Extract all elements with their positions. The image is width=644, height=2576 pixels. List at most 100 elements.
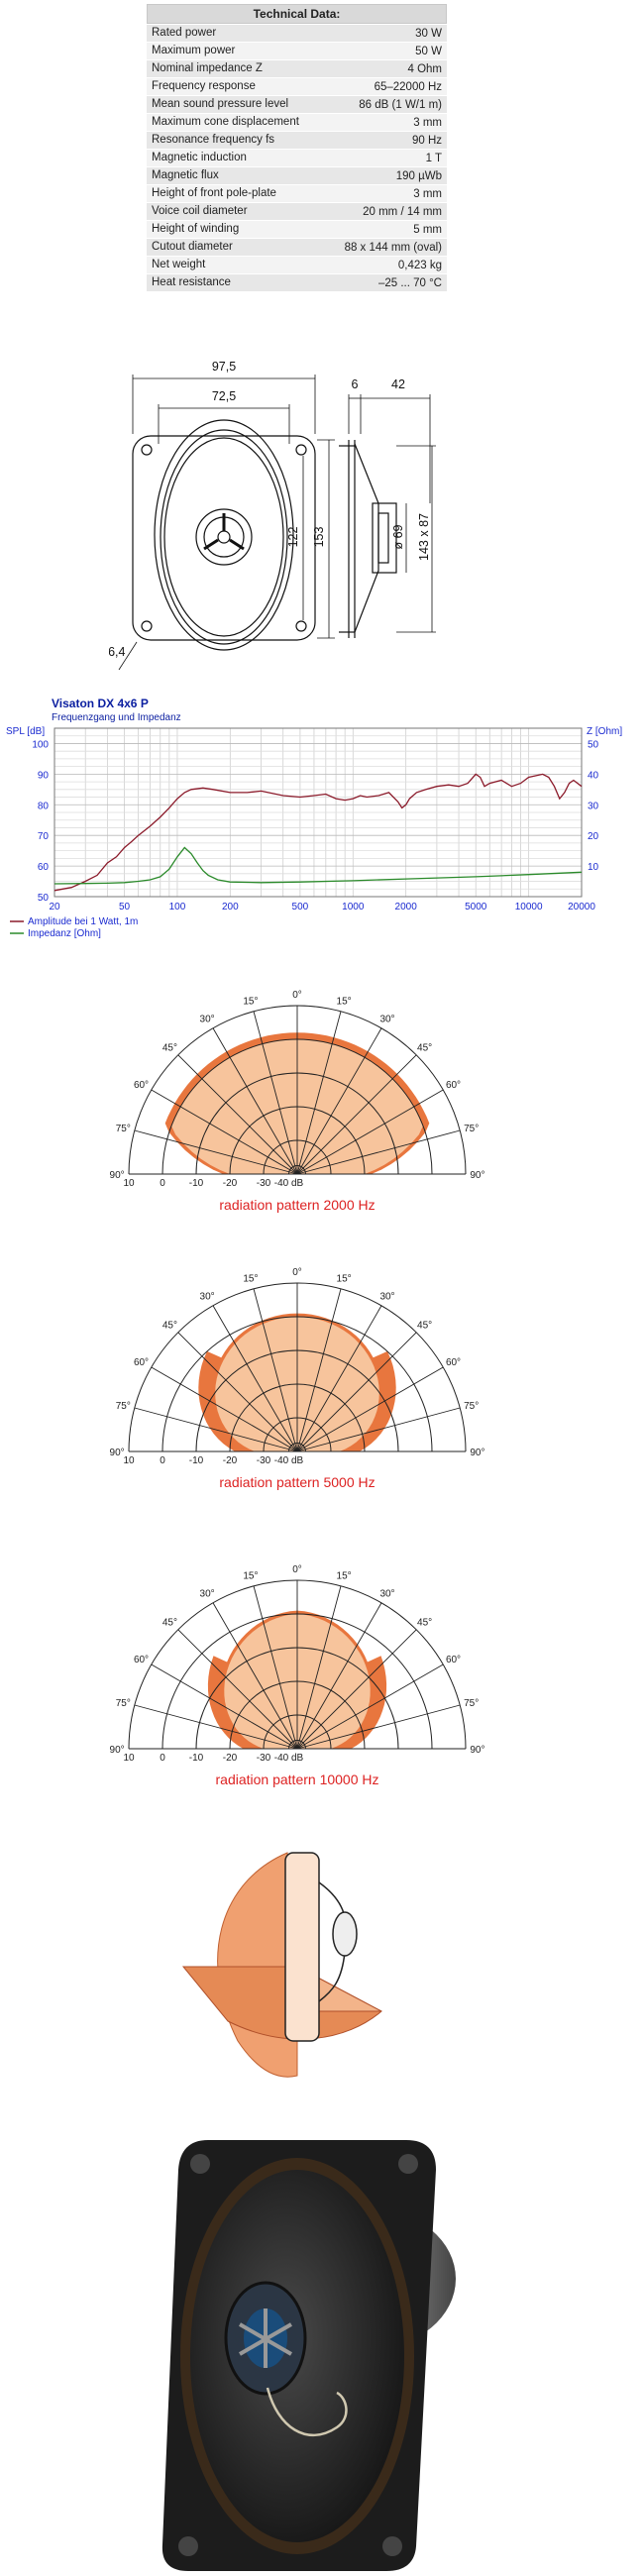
y2-tick-label: 30 <box>588 801 599 811</box>
row-value: 3 mm <box>325 113 447 132</box>
x-tick-label: 20000 <box>568 902 595 912</box>
db-label: -40 dB <box>274 1178 304 1189</box>
angle-label: 90° <box>110 1170 125 1181</box>
row-label: Heat resistance <box>147 273 326 291</box>
mount-hole <box>141 444 153 456</box>
angle-label: 30° <box>379 1589 394 1600</box>
tweeter-ring <box>195 508 253 566</box>
chart-series <box>54 773 583 892</box>
plot-frame <box>54 727 583 898</box>
db-label: -40 dB <box>274 1753 304 1764</box>
dim-hole: ø 6,4 <box>109 645 126 659</box>
polar-spoke <box>296 1305 382 1452</box>
mount-hole <box>382 2536 402 2556</box>
polar-spoke <box>253 1288 298 1452</box>
y2-tick-label: 40 <box>588 770 599 781</box>
polar-spoke <box>296 1629 417 1750</box>
x-tick-label: 5000 <box>465 902 487 912</box>
table-row: Height of winding 5 mm <box>147 220 447 239</box>
db-label: 0 <box>160 1455 165 1466</box>
y2-axis-label: Z [Ohm] <box>587 726 622 737</box>
angle-label: 45° <box>162 1042 177 1053</box>
chart-subtitle: Frequenzgang und Impedanz <box>52 712 181 723</box>
technical-drawing: 97,5 72,5 6 42 122 153 ø 69 143 x 87 ø 6… <box>109 360 436 671</box>
table-row: Voice coil diameter 20 mm / 14 mm <box>147 202 447 221</box>
polar-spoke <box>212 1027 298 1175</box>
db-label: -10 <box>189 1455 204 1466</box>
x-tick-label: 2000 <box>395 902 418 912</box>
polar-spoke <box>177 1332 298 1452</box>
angle-label: 0° <box>292 990 302 1001</box>
x-tick-label: 500 <box>292 902 309 912</box>
polar-spoke <box>134 1129 298 1175</box>
polar-spoke <box>134 1407 298 1452</box>
table-row: Magnetic induction 1 T <box>147 149 447 167</box>
polar-spoke <box>296 1332 417 1452</box>
chart-title: Visaton DX 4x6 P <box>52 697 149 710</box>
row-value: 88 x 144 mm (oval) <box>325 238 447 257</box>
speaker-photo <box>161 2140 456 2571</box>
angle-label: 60° <box>446 1655 461 1665</box>
series-line-0 <box>54 773 583 892</box>
pattern-caption: radiation pattern 2000 Hz <box>219 1197 375 1213</box>
table-row: Height of front pole-plate 3 mm <box>147 184 447 203</box>
table-row: Rated power 30 W <box>147 24 447 43</box>
axis-ticks: 20 50 100 200 500 1000 2000 5000 10000 2000050607… <box>32 739 598 912</box>
table-body: Rated power 30 W Maximum power 50 W Nominal … <box>147 24 447 291</box>
dim-magnet-diameter: ø 69 <box>391 524 405 549</box>
row-value: –25 ... 70 °C <box>325 273 447 291</box>
speaker-cone-ellipse <box>160 429 288 645</box>
angle-label: 60° <box>446 1357 461 1368</box>
angle-label: 90° <box>110 1448 125 1458</box>
angle-label: 0° <box>292 1564 302 1575</box>
db-label: 10 <box>123 1753 135 1764</box>
table-row: Frequency response 65–22000 Hz <box>147 77 447 96</box>
row-value: 0,423 kg <box>325 256 447 274</box>
mount-hole <box>178 2536 198 2556</box>
row-value: 86 dB (1 W/1 m) <box>325 95 447 114</box>
angle-label: 75° <box>116 1698 131 1709</box>
row-value: 90 Hz <box>325 131 447 150</box>
polar-spoke <box>296 1129 461 1175</box>
dim-width-inner: 72,5 <box>212 389 236 403</box>
polar-spoke <box>296 1602 382 1750</box>
polar-spoke <box>151 1366 298 1452</box>
angle-label: 75° <box>464 1124 479 1134</box>
polar-spoke <box>296 1664 444 1750</box>
angle-label: 90° <box>470 1170 484 1181</box>
side-view-basket <box>354 443 379 633</box>
row-label: Voice coil diameter <box>147 202 326 221</box>
table-row: Mean sound pressure level 86 dB (1 W/1 m) <box>147 95 447 114</box>
db-label: -10 <box>189 1753 204 1764</box>
table-row: Net weight 0,423 kg <box>147 256 447 274</box>
chart-grid <box>54 727 583 898</box>
angle-label: 45° <box>417 1320 432 1331</box>
row-label: Net weight <box>147 256 326 274</box>
polar-spoke <box>177 1629 298 1750</box>
dim-height-inner: 122 <box>286 527 300 548</box>
angle-label: 75° <box>464 1401 479 1412</box>
db-label: -30 <box>257 1178 271 1189</box>
dim-height-outer: 153 <box>312 527 326 548</box>
row-value: 5 mm <box>325 220 447 239</box>
db-label: 0 <box>160 1753 165 1764</box>
row-label: Maximum cone displacement <box>147 113 326 132</box>
technical-data-table: Technical Data: Rated power 30 W Maximum p… <box>147 4 447 291</box>
row-label: Frequency response <box>147 77 326 96</box>
table-row: Resonance frequency fs 90 Hz <box>147 131 447 150</box>
lead-wire <box>266 2387 348 2437</box>
mount-hole <box>398 2154 418 2174</box>
speaker-outline-icon <box>284 1852 358 2042</box>
row-label: Height of front pole-plate <box>147 184 326 203</box>
polar-spoke <box>151 1664 298 1750</box>
angle-label: 90° <box>470 1448 484 1458</box>
speaker-frame-front <box>132 435 316 641</box>
row-label: Cutout diameter <box>147 238 326 257</box>
magnet-side <box>372 502 397 574</box>
legend-label: Impedanz [Ohm] <box>28 928 101 939</box>
angle-label: 75° <box>464 1698 479 1709</box>
row-value: 4 Ohm <box>325 59 447 78</box>
pattern-caption: radiation pattern 10000 Hz <box>216 1771 379 1787</box>
